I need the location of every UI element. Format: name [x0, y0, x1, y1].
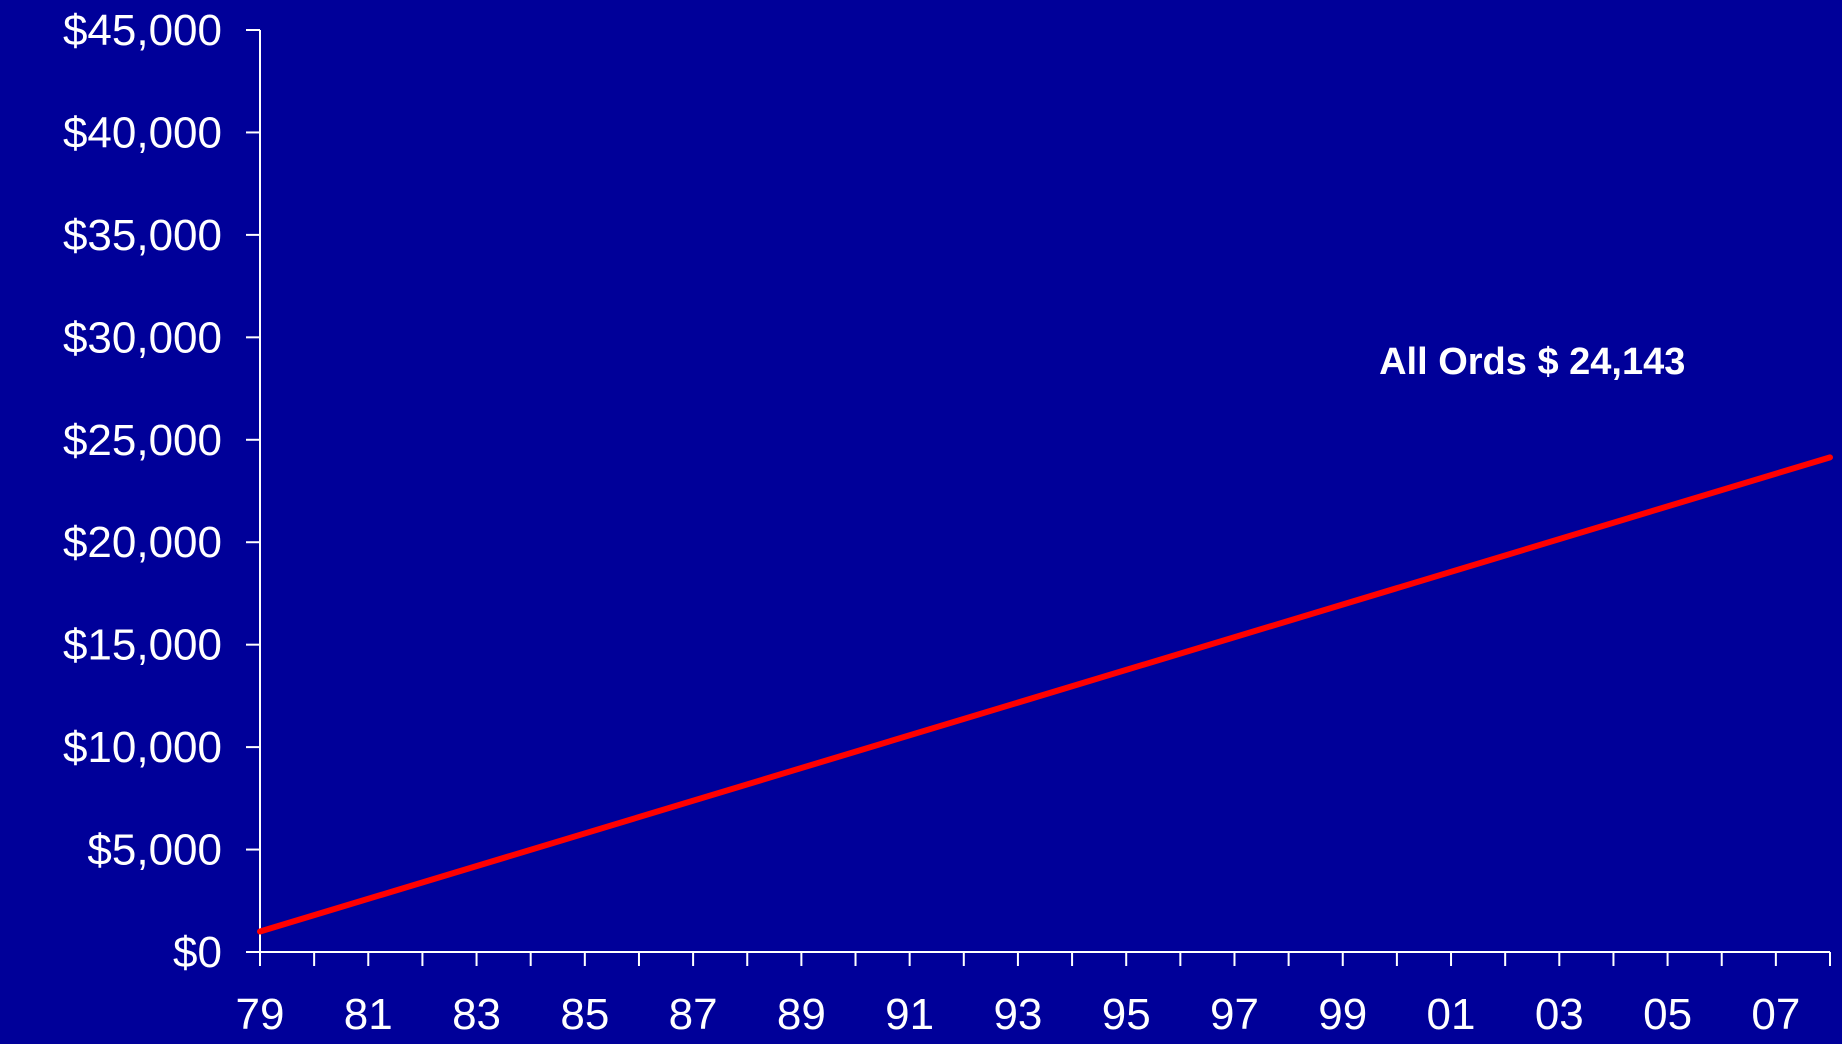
annotation-group: All Ords $ 24,143: [1379, 341, 1685, 383]
x-tick-label: 99: [1318, 990, 1367, 1039]
y-axis: $0 $5,000 $10,000 $15,000 $20,000 $25,000 $30,…: [63, 6, 261, 977]
y-tick-label: $25,000: [63, 416, 222, 465]
x-tick-label: 97: [1210, 990, 1259, 1039]
x-tick-label: 03: [1535, 990, 1584, 1039]
x-axis: 79 81 83 85 87 89 91 93 95 97 99 01 03 05 07: [236, 951, 1831, 1039]
y-tick-label: $20,000: [63, 518, 222, 567]
x-tick-label: 79: [236, 990, 285, 1039]
y-tick-label: $15,000: [63, 621, 222, 670]
y-tick-label: $5,000: [87, 826, 222, 875]
y-tick-label: $40,000: [63, 108, 222, 157]
x-tick-label: 81: [344, 990, 393, 1039]
x-tick-label: 89: [777, 990, 826, 1039]
x-tick-label: 83: [452, 990, 501, 1039]
x-tick-label: 93: [993, 990, 1042, 1039]
x-tick-label: 01: [1427, 990, 1476, 1039]
y-tick-label: $45,000: [63, 6, 222, 55]
series-annotation: All Ords $ 24,143: [1379, 341, 1685, 383]
y-tick-label: $35,000: [63, 211, 222, 260]
y-tick-label: $10,000: [63, 723, 222, 772]
x-tick-label: 05: [1643, 990, 1692, 1039]
x-tick-label: 91: [885, 990, 934, 1039]
x-tick-label: 95: [1102, 990, 1151, 1039]
x-tick-label: 87: [669, 990, 718, 1039]
series-line: [257, 454, 1833, 935]
y-tick-label: $0: [173, 928, 222, 977]
y-tick-label: $30,000: [63, 313, 222, 362]
x-tick-label: 85: [560, 990, 609, 1039]
series-group: [257, 454, 1833, 935]
x-tick-label: 07: [1751, 990, 1800, 1039]
